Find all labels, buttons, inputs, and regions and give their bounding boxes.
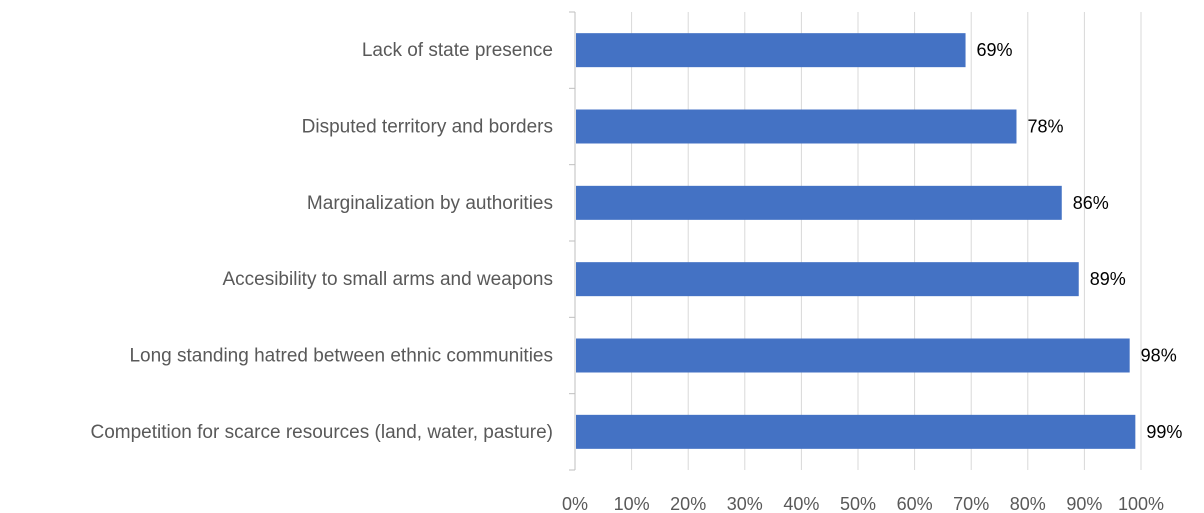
bar — [576, 262, 1079, 297]
x-tick-label: 90% — [1066, 494, 1102, 513]
x-tick-label: 30% — [727, 494, 763, 513]
data-label: 78% — [1027, 117, 1063, 137]
x-tick-label: 0% — [562, 494, 588, 513]
bar — [576, 109, 1017, 144]
data-label: 99% — [1146, 422, 1182, 442]
gridlines — [631, 12, 1142, 470]
data-label: 98% — [1141, 346, 1177, 366]
category-label: Competition for scarce resources (land, … — [90, 422, 553, 443]
bar — [576, 338, 1130, 373]
x-tick-label: 70% — [953, 494, 989, 513]
category-axis — [569, 11, 576, 471]
x-tick-label: 80% — [1010, 494, 1046, 513]
bar — [576, 414, 1136, 449]
bars — [576, 33, 1136, 449]
x-tick-label: 60% — [897, 494, 933, 513]
x-tick-label: 40% — [783, 494, 819, 513]
x-tick-label: 100% — [1118, 494, 1164, 513]
data-label: 89% — [1090, 269, 1126, 289]
bar — [576, 185, 1062, 220]
data-label: 69% — [977, 40, 1013, 60]
bar — [576, 33, 966, 68]
x-tick-label: 20% — [670, 494, 706, 513]
category-label: Long standing hatred between ethnic comm… — [129, 346, 553, 367]
category-label: Disputed territory and borders — [302, 117, 553, 138]
category-label: Lack of state presence — [362, 40, 553, 61]
category-label: Accesibility to small arms and weapons — [222, 269, 553, 290]
data-label: 86% — [1073, 193, 1109, 213]
x-tick-label: 10% — [614, 494, 650, 513]
labels: 0% 10% 20% 30% 40% 50% 60% 70% 80% 90% 100% Lack of… — [90, 40, 1182, 513]
category-label: Marginalization by authorities — [307, 193, 553, 214]
x-tick-label: 50% — [840, 494, 876, 513]
